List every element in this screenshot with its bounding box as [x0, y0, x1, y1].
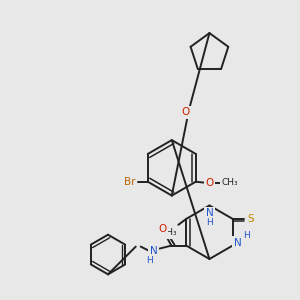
Text: S: S	[247, 214, 254, 224]
Text: Br: Br	[124, 177, 136, 187]
Text: N: N	[234, 238, 242, 248]
Text: H: H	[206, 218, 213, 227]
Text: H: H	[243, 231, 250, 240]
Text: N: N	[150, 246, 158, 256]
Text: N: N	[206, 208, 213, 218]
Text: O: O	[206, 178, 214, 188]
Text: O: O	[182, 107, 190, 117]
Text: CH₃: CH₃	[160, 228, 177, 237]
Text: O: O	[158, 224, 166, 234]
Text: H: H	[146, 256, 153, 265]
Text: CH₃: CH₃	[221, 178, 238, 187]
